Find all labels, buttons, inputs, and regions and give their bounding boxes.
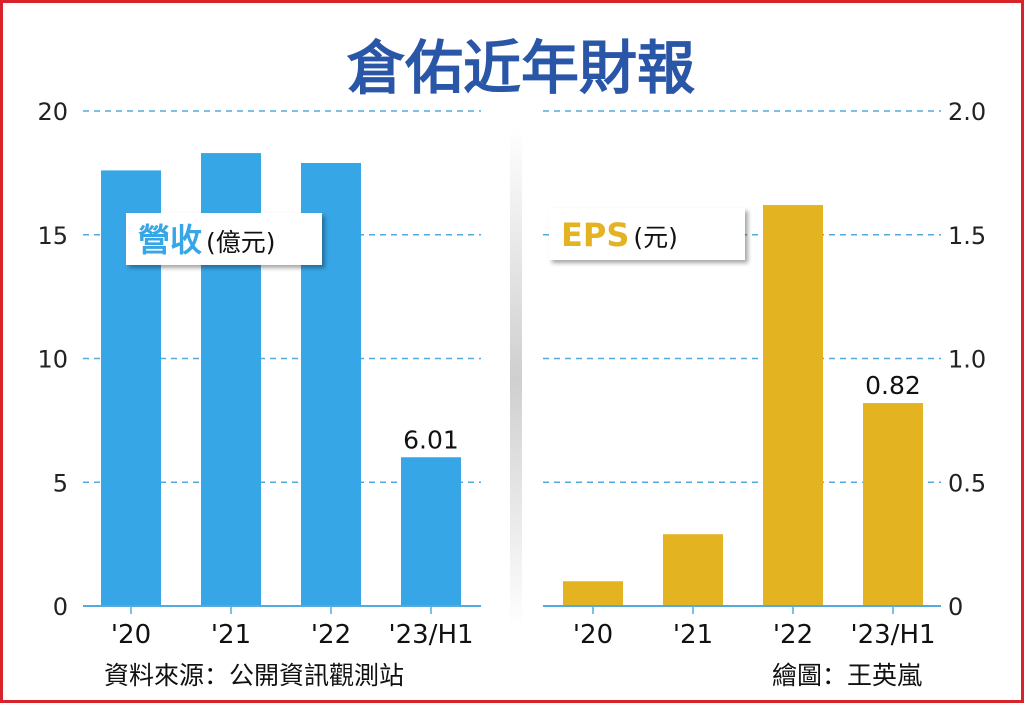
x-tick-label: '22 — [311, 620, 351, 650]
data-label: 6.01 — [403, 425, 459, 454]
eps-panel: 0 0.5 1.0 1.5 2.0 0.82 '20 '21 '22 '23/H1 EPS (元) — [543, 98, 986, 650]
y-tick-label: 2.0 — [948, 98, 986, 126]
y-tick-label: 1.0 — [948, 346, 986, 374]
y-tick-label: 0 — [53, 593, 68, 621]
x-tick-label: '21 — [211, 620, 251, 650]
bar-eps — [863, 403, 923, 606]
y-tick-label: 15 — [37, 222, 68, 250]
credit-note: 繪圖：王英嵐 — [772, 661, 922, 690]
y-tick-label: 0 — [948, 593, 963, 621]
chart-canvas: 倉佑近年財報 0 5 10 15 20 6.01 '20 '21 '22 '23/H1 營收 (億元)… — [37, 34, 986, 690]
x-tick-label: '20 — [111, 620, 151, 650]
bar-eps — [763, 205, 823, 607]
y-tick-label: 20 — [37, 98, 68, 126]
bar-eps — [663, 534, 723, 606]
chart-title: 倉佑近年財報 — [346, 34, 695, 102]
x-tick-label: '20 — [573, 620, 613, 650]
legend-box — [126, 213, 322, 265]
x-tick-label: '21 — [673, 620, 713, 650]
data-label: 0.82 — [865, 371, 921, 400]
source-note: 資料來源：公開資訊觀測站 — [104, 661, 404, 690]
y-tick-label: 1.5 — [948, 222, 986, 250]
legend-text: 營收 (億元) — [138, 221, 276, 259]
revenue-legend: 營收 (億元) — [126, 213, 322, 265]
legend-box — [549, 208, 745, 260]
y-tick-label: 5 — [53, 469, 68, 497]
x-tick-label: '23/H1 — [850, 620, 935, 650]
x-tick-label: '23/H1 — [388, 620, 473, 650]
legend-unit: (元) — [633, 223, 678, 252]
eps-legend: EPS (元) — [549, 208, 745, 260]
y-tick-label: 0.5 — [948, 469, 986, 497]
revenue-panel: 0 5 10 15 20 6.01 '20 '21 '22 '23/H1 營收 (億元) — [37, 98, 481, 650]
legend-text: EPS (元) — [561, 216, 678, 254]
legend-label: EPS — [561, 216, 629, 254]
y-tick-label: 10 — [37, 346, 68, 374]
bar-eps — [563, 581, 623, 606]
panel-divider — [510, 128, 522, 628]
bar-revenue — [401, 457, 461, 606]
legend-label: 營收 — [138, 221, 202, 259]
x-tick-label: '22 — [773, 620, 813, 650]
legend-unit: (億元) — [206, 228, 276, 257]
